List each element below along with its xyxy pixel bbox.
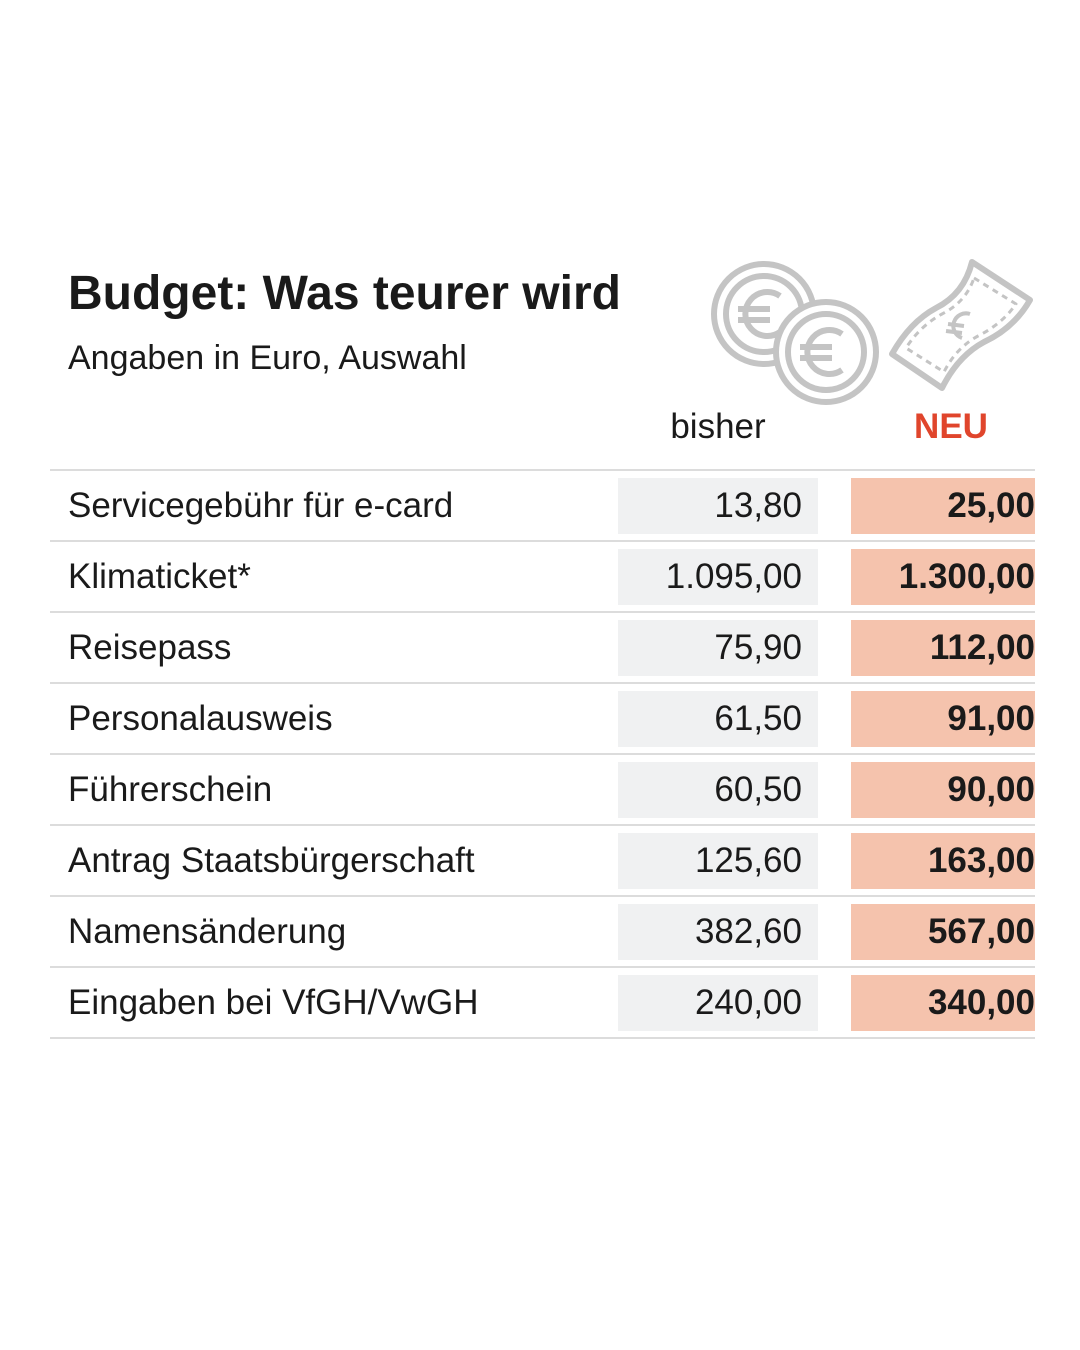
new-price-cell: 340,00 [851, 975, 1035, 1031]
euro-banknote-icon [889, 259, 1033, 391]
table-row: Personalausweis 61,50 91,00 [50, 684, 1035, 755]
table-row: Klimaticket* 1.095,00 1.300,00 [50, 542, 1035, 613]
old-price-cell: 75,90 [618, 620, 818, 676]
old-price-cell: 240,00 [618, 975, 818, 1031]
row-label: Antrag Staatsbürgerschaft [68, 841, 475, 880]
row-label: Reisepass [68, 628, 232, 667]
new-price-cell: 112,00 [851, 620, 1035, 676]
column-header-bisher: bisher [670, 407, 766, 446]
new-price-cell: 163,00 [851, 833, 1035, 889]
price-table: Servicegebühr für e-card 13,80 25,00 Kli… [50, 469, 1035, 1039]
new-price-cell: 1.300,00 [851, 549, 1035, 605]
table-row: Reisepass 75,90 112,00 [50, 613, 1035, 684]
row-label: Personalausweis [68, 699, 333, 738]
table-row: Antrag Staatsbürgerschaft 125,60 163,00 [50, 826, 1035, 897]
table-row: Servicegebühr für e-card 13,80 25,00 [50, 471, 1035, 542]
old-price-cell: 61,50 [618, 691, 818, 747]
column-header-neu: NEU [914, 407, 988, 446]
row-label: Klimaticket* [68, 557, 251, 596]
new-price-cell: 567,00 [851, 904, 1035, 960]
chart-title: Budget: Was teurer wird [68, 267, 621, 320]
row-label: Namensänderung [68, 912, 347, 951]
old-price-cell: 382,60 [618, 904, 818, 960]
old-price-cell: 60,50 [618, 762, 818, 818]
table-row: Namensänderung 382,60 567,00 [50, 897, 1035, 968]
old-price-cell: 1.095,00 [618, 549, 818, 605]
row-label: Eingaben bei VfGH/VwGH [68, 983, 479, 1022]
new-price-cell: 91,00 [851, 691, 1035, 747]
euro-coins-icon [711, 261, 879, 405]
old-price-cell: 13,80 [618, 478, 818, 534]
table-row: Eingaben bei VfGH/VwGH 240,00 340,00 [50, 968, 1035, 1039]
chart-subtitle: Angaben in Euro, Auswahl [68, 339, 467, 377]
table-row: Führerschein 60,50 90,00 [50, 755, 1035, 826]
row-label: Führerschein [68, 770, 273, 809]
new-price-cell: 25,00 [851, 478, 1035, 534]
row-label: Servicegebühr für e-card [68, 486, 454, 525]
old-price-cell: 125,60 [618, 833, 818, 889]
new-price-cell: 90,00 [851, 762, 1035, 818]
